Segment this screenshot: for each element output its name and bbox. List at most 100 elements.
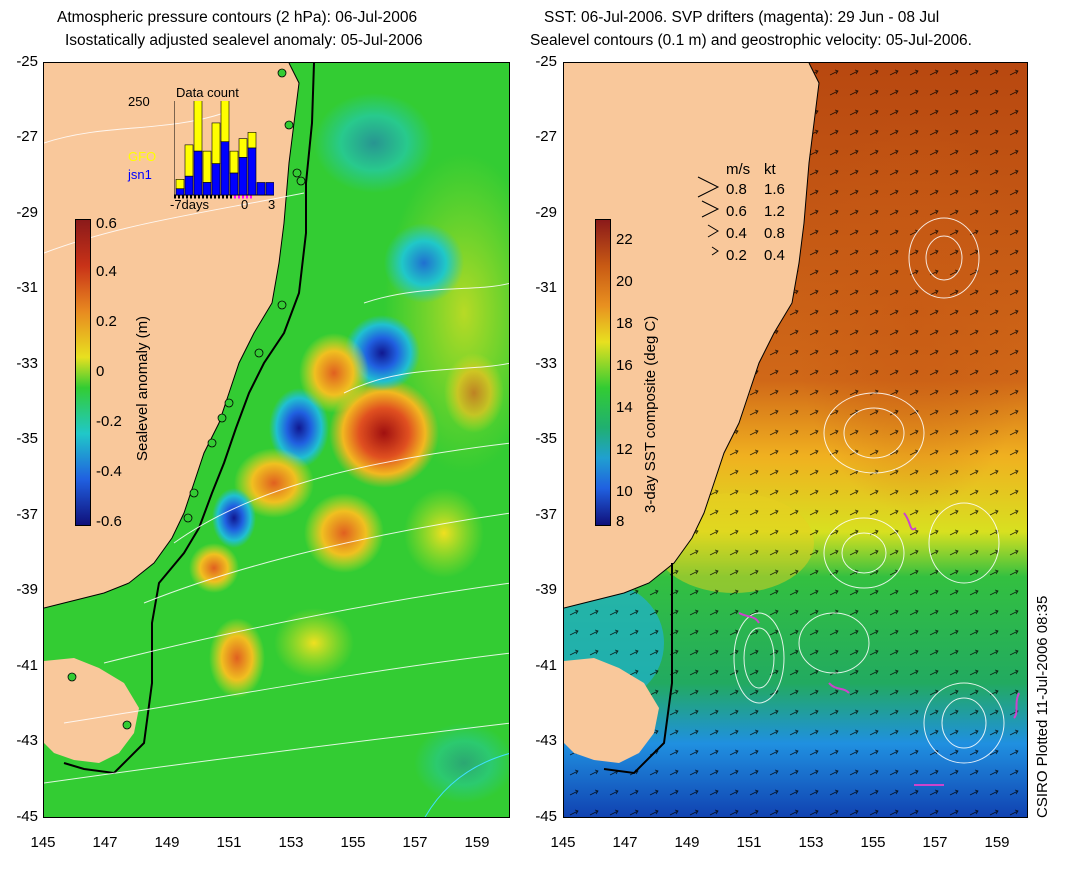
y-tick-label: -39	[16, 581, 38, 598]
y-tick-label: -41	[16, 657, 38, 674]
inset-title: Data count	[176, 85, 239, 100]
y-tick-label: -25	[535, 53, 557, 70]
sealevel-anomaly-map: 0.6 0.4 0.2 0 -0.2 -0.4 -0.6 Sealevel an…	[43, 62, 510, 818]
x-tick-label: 157	[402, 834, 428, 851]
x-tick-label: 155	[340, 834, 366, 851]
velocity-row-kt: 1.2	[764, 203, 785, 220]
jsn1-bar	[175, 188, 185, 196]
inset-xlabel-zero: 0	[241, 197, 249, 212]
y-tick-label: -41	[535, 657, 557, 674]
colorbar-tick: 20	[616, 273, 633, 290]
colorbar-tick: 14	[616, 399, 633, 416]
colorbar-tick: 8	[616, 513, 625, 530]
jsn1-bar	[265, 182, 274, 196]
y-tick-label: -43	[16, 732, 38, 749]
y-tick-label: -31	[16, 279, 38, 296]
data-count-histogram	[174, 101, 274, 199]
y-tick-label: -33	[16, 355, 38, 372]
gfo-bar	[175, 179, 185, 190]
data-count-inset: Data count 250 GFO jsn1 -7days 0 3	[128, 83, 308, 213]
velocity-row-ms: 0.2	[726, 247, 747, 264]
legend-jsn1: jsn1	[128, 167, 152, 182]
left-title-line2: Isostatically adjusted sealevel anomaly:…	[65, 32, 423, 49]
inset-xlabel-end: 3	[268, 197, 276, 212]
x-tick-label: 145	[550, 834, 576, 851]
inset-ymax: 250	[128, 94, 150, 109]
velocity-row-kt: 0.8	[764, 225, 785, 242]
y-tick-label: -37	[16, 506, 38, 523]
y-tick-label: -35	[535, 430, 557, 447]
colorbar-tick: 18	[616, 315, 633, 332]
gfo-bar	[247, 132, 257, 149]
colorbar-tick: 0.4	[96, 263, 117, 280]
x-tick-label: 145	[30, 834, 56, 851]
sst-map: 22 20 18 16 14 12 10 8 3-day SST composi…	[563, 62, 1028, 818]
colorbar-tick: 0.6	[96, 215, 117, 232]
x-tick-label: 157	[922, 834, 948, 851]
jsn1-bar	[193, 150, 203, 196]
velocity-row-ms: 0.6	[726, 203, 747, 220]
velocity-row-ms: 0.4	[726, 225, 747, 242]
gfo-bar	[229, 150, 239, 174]
jsn1-bar	[238, 157, 248, 196]
x-tick-label: 147	[612, 834, 638, 851]
colorbar-label: Sealevel anomaly (m)	[134, 315, 151, 461]
velocity-key: m/s kt 0.8 1.6 0.6 1.2 0.4 0.8 0.2 0.4	[696, 161, 816, 273]
x-tick-label: 159	[464, 834, 490, 851]
y-tick-label: -27	[16, 128, 38, 145]
sealevel-colorbar	[75, 219, 91, 526]
y-tick-label: -43	[535, 732, 557, 749]
gfo-bar	[202, 150, 212, 183]
gfo-bar	[220, 101, 230, 143]
inset-xlabel-start: -7days	[170, 197, 210, 212]
colorbar-label: 3-day SST composite (deg C)	[642, 315, 659, 513]
y-tick-label: -35	[16, 430, 38, 447]
jsn1-bar	[211, 163, 221, 196]
x-tick-label: 153	[798, 834, 824, 851]
colorbar-tick: 0	[96, 363, 105, 380]
colorbar-tick: 10	[616, 483, 633, 500]
jsn1-bar	[229, 172, 239, 196]
y-tick-label: -45	[16, 808, 38, 825]
y-tick-label: -29	[535, 204, 557, 221]
right-title-line1: SST: 06-Jul-2006. SVP drifters (magenta)…	[544, 9, 940, 26]
legend-gfo: GFO	[128, 149, 157, 164]
x-tick-label: 149	[154, 834, 180, 851]
colorbar-tick: 22	[616, 231, 633, 248]
colorbar-tick: -0.4	[96, 463, 122, 480]
y-tick-label: -31	[535, 279, 557, 296]
velocity-header-kt: kt	[764, 161, 776, 178]
y-tick-label: -45	[535, 808, 557, 825]
y-tick-label: -33	[535, 355, 557, 372]
right-title-line2: Sealevel contours (0.1 m) and geostrophi…	[530, 32, 972, 49]
plotted-stamp: CSIRO Plotted 11-Jul-2006 08:35	[1034, 595, 1051, 818]
y-tick-label: -25	[16, 53, 38, 70]
left-title-line1: Atmospheric pressure contours (2 hPa): 0…	[57, 9, 418, 26]
gfo-bar	[184, 144, 194, 177]
velocity-arrow-icons	[697, 176, 720, 256]
sst-colorbar	[595, 219, 611, 526]
x-tick-label: 153	[278, 834, 304, 851]
gfo-bar	[211, 122, 221, 164]
colorbar-tick: 12	[616, 441, 633, 458]
y-tick-label: -39	[535, 581, 557, 598]
y-tick-label: -27	[535, 128, 557, 145]
colorbar-tick: -0.6	[96, 513, 122, 530]
y-tick-label: -37	[535, 506, 557, 523]
velocity-row-kt: 0.4	[764, 247, 785, 264]
velocity-row-ms: 0.8	[726, 181, 747, 198]
jsn1-bar	[202, 182, 212, 196]
x-tick-label: 159	[984, 834, 1010, 851]
x-tick-label: 147	[92, 834, 118, 851]
velocity-row-kt: 1.6	[764, 181, 785, 198]
colorbar-tick: 0.2	[96, 313, 117, 330]
x-tick-label: 155	[860, 834, 886, 851]
x-tick-label: 151	[736, 834, 762, 851]
velocity-header-ms: m/s	[726, 161, 751, 178]
jsn1-bar	[220, 141, 230, 196]
colorbar-tick: 16	[616, 357, 633, 374]
colorbar-tick: -0.2	[96, 413, 122, 430]
jsn1-bar	[184, 175, 194, 196]
jsn1-bar	[256, 182, 266, 196]
y-tick-label: -29	[16, 204, 38, 221]
